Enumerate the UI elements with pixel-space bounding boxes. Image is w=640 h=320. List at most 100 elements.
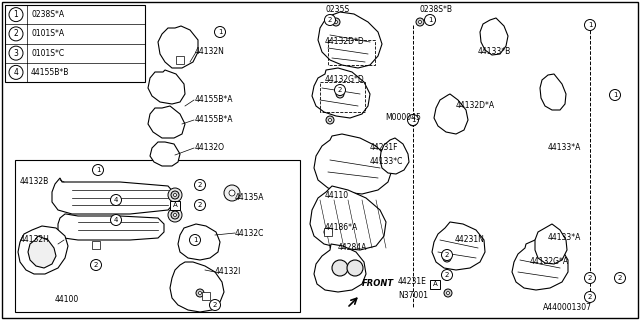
Polygon shape: [318, 12, 382, 68]
Polygon shape: [310, 186, 386, 250]
Polygon shape: [148, 70, 185, 104]
Text: 44155B*A: 44155B*A: [195, 116, 234, 124]
Circle shape: [409, 118, 417, 126]
Polygon shape: [380, 138, 409, 174]
Bar: [5, 5, 145, 82]
Text: 44132O: 44132O: [195, 143, 225, 153]
Text: 1: 1: [411, 117, 415, 123]
Circle shape: [324, 14, 335, 26]
Text: A: A: [173, 202, 177, 208]
Text: 1: 1: [612, 92, 617, 98]
Circle shape: [443, 272, 451, 280]
Text: 44135A: 44135A: [235, 194, 264, 203]
Polygon shape: [312, 68, 370, 118]
Bar: [202, 292, 210, 300]
Text: 44155B*A: 44155B*A: [195, 95, 234, 105]
Text: 2: 2: [198, 182, 202, 188]
Text: 44132D*D: 44132D*D: [325, 37, 365, 46]
Circle shape: [111, 195, 122, 205]
Circle shape: [336, 90, 344, 98]
Text: 2: 2: [198, 202, 202, 208]
Circle shape: [324, 228, 332, 236]
Circle shape: [93, 164, 104, 175]
Polygon shape: [58, 214, 164, 240]
Text: 44231N: 44231N: [455, 236, 485, 244]
Circle shape: [9, 65, 23, 79]
Circle shape: [95, 244, 97, 246]
Circle shape: [214, 27, 225, 37]
Bar: [170, 201, 180, 210]
Text: FRONT: FRONT: [362, 279, 394, 289]
Circle shape: [179, 59, 182, 61]
Text: 2: 2: [618, 275, 622, 281]
Circle shape: [111, 214, 122, 226]
Circle shape: [173, 213, 177, 217]
Text: 44132N: 44132N: [195, 47, 225, 57]
Text: 1: 1: [96, 167, 100, 173]
Text: 44132G*D: 44132G*D: [325, 76, 365, 84]
Circle shape: [584, 273, 595, 284]
Circle shape: [609, 90, 621, 100]
Text: 44284A: 44284A: [338, 244, 367, 252]
Circle shape: [444, 289, 452, 297]
Polygon shape: [314, 134, 392, 194]
Polygon shape: [535, 224, 567, 264]
Circle shape: [447, 292, 449, 294]
Polygon shape: [432, 222, 485, 270]
Circle shape: [442, 250, 452, 260]
Circle shape: [205, 294, 207, 298]
Circle shape: [584, 292, 595, 302]
Text: 2: 2: [328, 17, 332, 23]
Text: 2: 2: [94, 262, 98, 268]
Circle shape: [332, 260, 348, 276]
Circle shape: [419, 20, 422, 23]
Text: 2: 2: [213, 302, 217, 308]
Circle shape: [189, 235, 200, 245]
Text: 4: 4: [13, 68, 19, 77]
Text: 44132H: 44132H: [20, 236, 50, 244]
Circle shape: [195, 199, 205, 211]
Circle shape: [584, 20, 595, 30]
Bar: [328, 40, 375, 65]
Circle shape: [424, 14, 435, 26]
Circle shape: [347, 260, 363, 276]
Circle shape: [9, 8, 23, 22]
Text: 2: 2: [13, 29, 19, 38]
Circle shape: [9, 46, 23, 60]
Circle shape: [445, 275, 449, 277]
Polygon shape: [28, 236, 56, 268]
Polygon shape: [314, 244, 366, 292]
Text: 44231F: 44231F: [370, 143, 399, 153]
Text: 1: 1: [428, 17, 432, 23]
Circle shape: [196, 289, 204, 297]
Circle shape: [328, 118, 332, 122]
Text: 44133*A: 44133*A: [548, 234, 581, 243]
Bar: [430, 279, 440, 289]
Polygon shape: [148, 106, 185, 138]
Circle shape: [168, 208, 182, 222]
Circle shape: [198, 292, 202, 294]
Text: M000045: M000045: [385, 114, 421, 123]
Circle shape: [326, 230, 330, 234]
Text: 44100: 44100: [55, 295, 79, 305]
Text: 44132C: 44132C: [235, 228, 264, 237]
Circle shape: [171, 211, 179, 219]
Polygon shape: [540, 74, 566, 110]
Text: 1: 1: [193, 237, 197, 243]
Circle shape: [171, 191, 179, 199]
Circle shape: [442, 269, 452, 281]
Circle shape: [326, 230, 330, 234]
Polygon shape: [512, 240, 568, 290]
Bar: [92, 241, 100, 249]
Text: 1: 1: [218, 29, 222, 35]
Text: A440001307: A440001307: [543, 303, 592, 313]
Text: 4: 4: [114, 197, 118, 203]
Circle shape: [332, 18, 340, 26]
Circle shape: [412, 121, 415, 124]
Bar: [176, 56, 184, 64]
Polygon shape: [178, 224, 220, 260]
Polygon shape: [170, 262, 224, 312]
Text: A: A: [433, 281, 437, 287]
Text: 44132D*A: 44132D*A: [456, 100, 495, 109]
Text: 2: 2: [588, 294, 592, 300]
